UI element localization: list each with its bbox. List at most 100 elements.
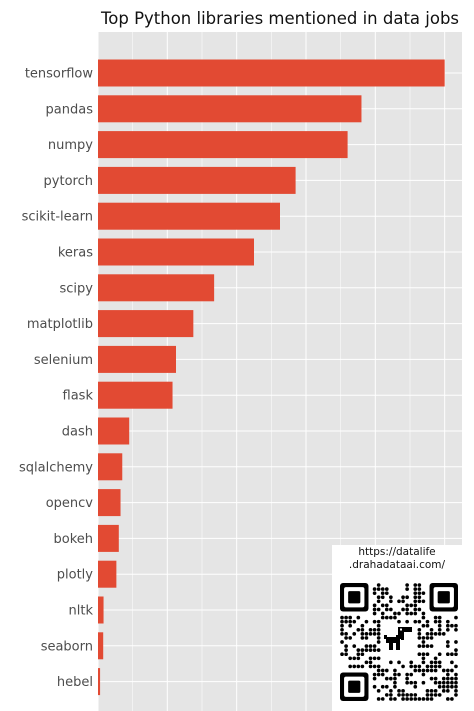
qr-module	[413, 611, 418, 616]
qr-module	[413, 595, 418, 600]
qr-module	[384, 591, 389, 596]
category-label-tensorflow: tensorflow	[25, 67, 94, 82]
qr-module	[405, 697, 409, 701]
dinosaur-icon-part	[401, 638, 404, 640]
qr-module	[445, 644, 450, 648]
qr-module	[433, 615, 438, 620]
qr-module	[368, 656, 373, 661]
category-label-scikit-learn: scikit-learn	[22, 210, 93, 225]
dinosaur-icon	[384, 627, 412, 650]
qr-module	[421, 672, 426, 677]
qr-module	[372, 644, 377, 648]
qr-module	[401, 664, 405, 669]
qr-module	[380, 615, 385, 620]
qr-panel: https://datalife .drahadataai.com/	[332, 545, 462, 711]
category-label-flask: flask	[63, 389, 94, 404]
qr-module	[441, 684, 446, 689]
qr-code[interactable]	[340, 583, 458, 701]
qr-module	[376, 636, 381, 640]
category-label-plotly: plotly	[57, 568, 94, 583]
qr-module	[409, 697, 414, 701]
bar-scipy	[98, 274, 215, 302]
qr-module	[429, 660, 434, 665]
dinosaur-icon-part	[384, 635, 387, 639]
qr-module	[384, 603, 389, 608]
qr-finder-inner	[437, 591, 450, 604]
qr-module	[445, 697, 450, 701]
qr-module	[421, 636, 426, 640]
qr-module	[376, 664, 381, 669]
qr-module	[429, 644, 434, 648]
qr-module	[380, 684, 385, 689]
qr-module	[421, 591, 426, 596]
qr-module	[384, 607, 389, 612]
qr-module	[454, 684, 458, 689]
qr-module	[425, 697, 430, 701]
qr-module	[348, 623, 353, 628]
qr-module	[454, 652, 458, 657]
qr-module	[421, 668, 426, 673]
qr-module	[401, 697, 405, 701]
qr-module	[433, 668, 438, 673]
qr-module	[454, 648, 458, 652]
qr-module	[450, 676, 454, 681]
qr-module	[433, 676, 438, 681]
qr-module	[364, 636, 369, 640]
qr-module	[380, 668, 385, 673]
bar-sqlalchemy	[98, 453, 123, 481]
qr-module	[433, 656, 438, 661]
qr-module	[421, 680, 426, 685]
qr-module	[437, 684, 442, 689]
qr-module	[389, 660, 393, 665]
qr-module	[454, 627, 458, 632]
qr-module	[368, 664, 373, 669]
qr-module	[405, 693, 409, 697]
qr-module	[376, 632, 381, 636]
qr-module	[421, 611, 426, 616]
qr-module	[376, 656, 381, 661]
qr-module	[445, 680, 450, 685]
category-label-hebel: hebel	[57, 675, 93, 690]
category-label-scipy: scipy	[60, 281, 94, 296]
qr-module	[340, 627, 344, 632]
qr-caption-line-2: .drahadataai.com/	[348, 559, 446, 571]
qr-module	[413, 583, 418, 587]
qr-module	[356, 627, 361, 632]
qr-module	[356, 652, 361, 657]
qr-module	[421, 660, 426, 665]
category-label-matplotlib: matplotlib	[27, 317, 93, 332]
qr-module	[417, 697, 422, 701]
qr-module	[421, 644, 426, 648]
qr-module	[384, 587, 389, 591]
qr-module	[352, 644, 357, 648]
qr-module	[450, 660, 454, 665]
qr-module	[405, 619, 409, 624]
qr-module	[340, 640, 344, 644]
qr-module	[421, 652, 426, 657]
qr-module	[364, 632, 369, 636]
category-label-keras: keras	[58, 246, 93, 261]
qr-module	[417, 668, 422, 673]
qr-module	[389, 697, 393, 701]
qr-module	[445, 652, 450, 657]
bar-numpy	[98, 131, 348, 159]
qr-module	[409, 664, 414, 669]
category-label-pytorch: pytorch	[44, 174, 93, 189]
qr-module	[344, 636, 348, 640]
qr-module	[425, 623, 430, 628]
bar-bokeh	[98, 524, 119, 552]
bar-scikit-learn	[98, 202, 280, 230]
qr-module	[417, 652, 422, 657]
qr-module	[437, 664, 442, 669]
qr-module	[454, 615, 458, 620]
qr-module	[389, 607, 393, 612]
category-label-nltk: nltk	[69, 604, 94, 619]
qr-module	[380, 672, 385, 677]
qr-module	[433, 660, 438, 665]
qr-module	[397, 693, 401, 697]
qr-module	[397, 611, 401, 616]
qr-module	[441, 688, 446, 693]
qr-module	[417, 664, 422, 669]
qr-module	[413, 587, 418, 591]
qr-module	[437, 619, 442, 624]
